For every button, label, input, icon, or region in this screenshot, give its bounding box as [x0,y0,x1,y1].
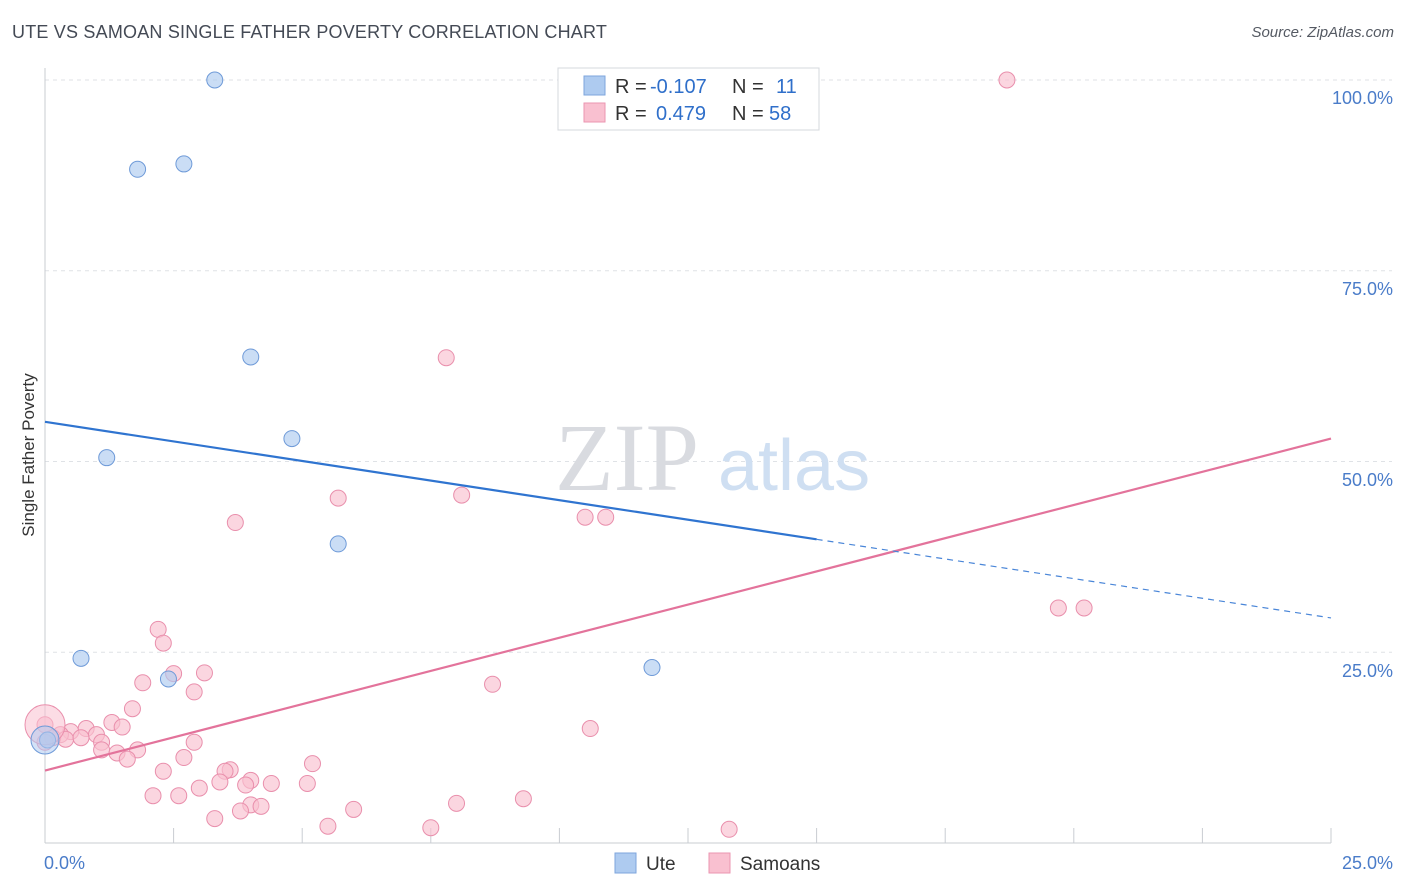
ute-trend-line [44,420,817,541]
y-tick-label-50: 50.0% [1342,470,1393,490]
samoans-point-43 [190,779,208,797]
y-tick-label-75: 75.0% [1342,279,1393,299]
ute-point-8 [159,670,177,688]
samoans-point-49 [448,794,466,812]
legend-swatch-ute [583,75,606,96]
samoans-point-1 [437,349,455,367]
ute-point-3 [242,348,260,366]
samoans-point-16 [123,700,141,718]
samoans-point-46 [514,790,532,808]
samoans-point-52 [206,810,224,828]
samoans-point-4 [226,514,244,532]
bottom-legend-label-ute: Ute [646,854,676,875]
samoans-point-42 [298,774,316,792]
samoans-point-15 [185,683,203,701]
chart-title: UTE VS SAMOAN SINGLE FATHER POVERTY CORR… [12,22,608,42]
watermark: ZIP atlas [555,404,870,511]
legend-n-label-samoans: N = [732,103,764,125]
samoans-point-5 [576,508,594,526]
bottom-legend-swatch-samoans [708,852,731,874]
samoans-point-7 [1049,599,1067,617]
watermark-zip: ZIP [555,404,699,511]
y-axis-label: Single Father Poverty [19,373,38,537]
samoans-trend-line [44,437,1332,772]
ute-point-4 [283,430,301,448]
samoans-point-54 [422,819,440,837]
samoans-point-10 [154,634,172,652]
legend-n-value-ute: 11 [776,76,797,98]
samoans-point-45 [170,787,188,805]
bottom-legend-label-samoans: Samoans [740,854,820,875]
x-tick-label-max: 25.0% [1342,853,1393,873]
ute-point-2 [175,155,193,173]
legend-r-label-samoans: R = [615,103,647,125]
samoans-point-48 [252,797,270,815]
samoans-point-3 [453,486,471,504]
legend-r-label-ute: R = [615,76,647,98]
legend-r-value-ute: -0.107 [650,76,707,98]
x-tick-marks [173,828,1332,843]
samoans-point-32 [118,750,136,768]
ute-point-0 [206,71,224,89]
samoans-point-37 [154,762,172,780]
samoans-point-13 [134,674,152,692]
samoans-point-8 [1075,599,1093,617]
ute-point-5 [98,449,116,467]
y-tick-label-25: 25.0% [1342,661,1393,681]
legend-swatch-samoans [583,102,606,123]
legend-n-label-ute: N = [732,76,764,98]
series-ute-points [30,71,661,755]
samoans-point-41 [237,776,255,794]
x-tick-label-min: 0.0% [44,853,85,873]
samoans-point-2 [329,489,347,507]
legend-r-value-samoans: 0.479 [656,103,706,125]
samoans-point-6 [597,508,615,526]
ute-point-7 [72,649,90,667]
samoans-point-34 [303,755,321,773]
ute-trend-extension [816,538,1332,619]
samoans-point-12 [195,664,213,682]
ute-point-1 [129,160,147,178]
legend-box: R = -0.107 N = 11 R = 0.479 N = 58 [557,67,820,131]
ute-cluster-point [30,725,60,755]
samoans-point-19 [581,720,599,738]
ute-point-9 [643,659,661,677]
samoans-point-0 [998,71,1016,89]
samoans-point-18 [113,718,131,736]
source-credit: Source: ZipAtlas.com [1251,24,1394,41]
trend-lines [44,420,1332,772]
watermark-atlas: atlas [718,426,870,506]
series-samoans-points [24,71,1093,838]
samoans-point-40 [262,774,280,792]
samoans-point-51 [345,800,363,818]
y-tick-label-100: 100.0% [1332,88,1393,108]
ute-point-6 [329,535,347,553]
samoans-point-14 [484,675,502,693]
samoans-point-26 [72,729,90,747]
bottom-legend: Ute Samoans [614,852,820,875]
samoans-point-33 [175,749,193,767]
samoans-point-50 [231,802,249,820]
samoans-point-53 [319,817,337,835]
legend-n-value-samoans: 58 [769,103,791,125]
samoans-point-29 [185,733,203,751]
samoans-point-38 [211,773,229,791]
samoans-point-44 [144,787,162,805]
bottom-legend-swatch-ute [614,852,637,874]
grid-lines [45,79,1392,653]
samoans-point-55 [720,820,738,838]
